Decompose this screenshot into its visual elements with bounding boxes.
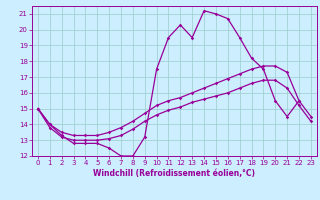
X-axis label: Windchill (Refroidissement éolien,°C): Windchill (Refroidissement éolien,°C) [93,169,255,178]
